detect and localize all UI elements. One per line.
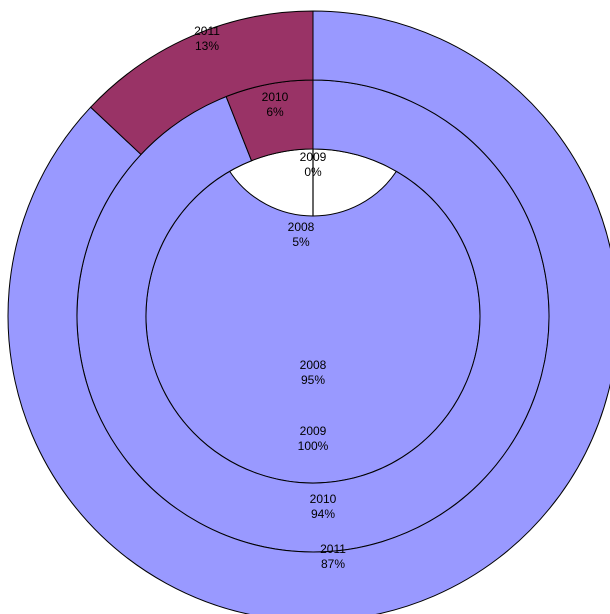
data-label-year: 2011	[194, 24, 220, 38]
data-label-2009-minor: 2009 0%	[300, 150, 327, 179]
data-label-2011-main: 2011 87%	[320, 542, 346, 571]
data-label-percent: 5%	[292, 235, 310, 249]
data-label-percent: 100%	[298, 439, 329, 453]
data-label-2009-main: 2009 100%	[298, 424, 329, 453]
data-label-year: 2009	[300, 424, 327, 438]
data-label-percent: 6%	[266, 105, 284, 119]
data-label-year: 2008	[300, 358, 327, 372]
data-label-year: 2010	[262, 90, 289, 104]
ring-2011	[7, 10, 610, 614]
data-label-year: 2011	[320, 542, 346, 556]
data-label-2010-main: 2010 94%	[310, 492, 337, 521]
data-label-percent: 95%	[301, 373, 325, 387]
data-label-percent: 13%	[195, 39, 219, 53]
data-label-percent: 0%	[304, 165, 322, 179]
data-label-2008-main: 2008 95%	[300, 358, 327, 387]
data-label-percent: 94%	[311, 507, 335, 521]
data-label-percent: 87%	[321, 557, 345, 571]
data-label-year: 2008	[288, 220, 315, 234]
data-label-2011-minor: 2011 13%	[194, 24, 220, 53]
slice-2011-main	[7, 10, 610, 614]
data-label-year: 2010	[310, 492, 337, 506]
slice-2011-minor	[89, 10, 314, 156]
data-label-year: 2009	[300, 150, 327, 164]
data-label-2010-minor: 2010 6%	[262, 90, 289, 119]
data-label-2008-minor: 2008 5%	[288, 220, 315, 249]
